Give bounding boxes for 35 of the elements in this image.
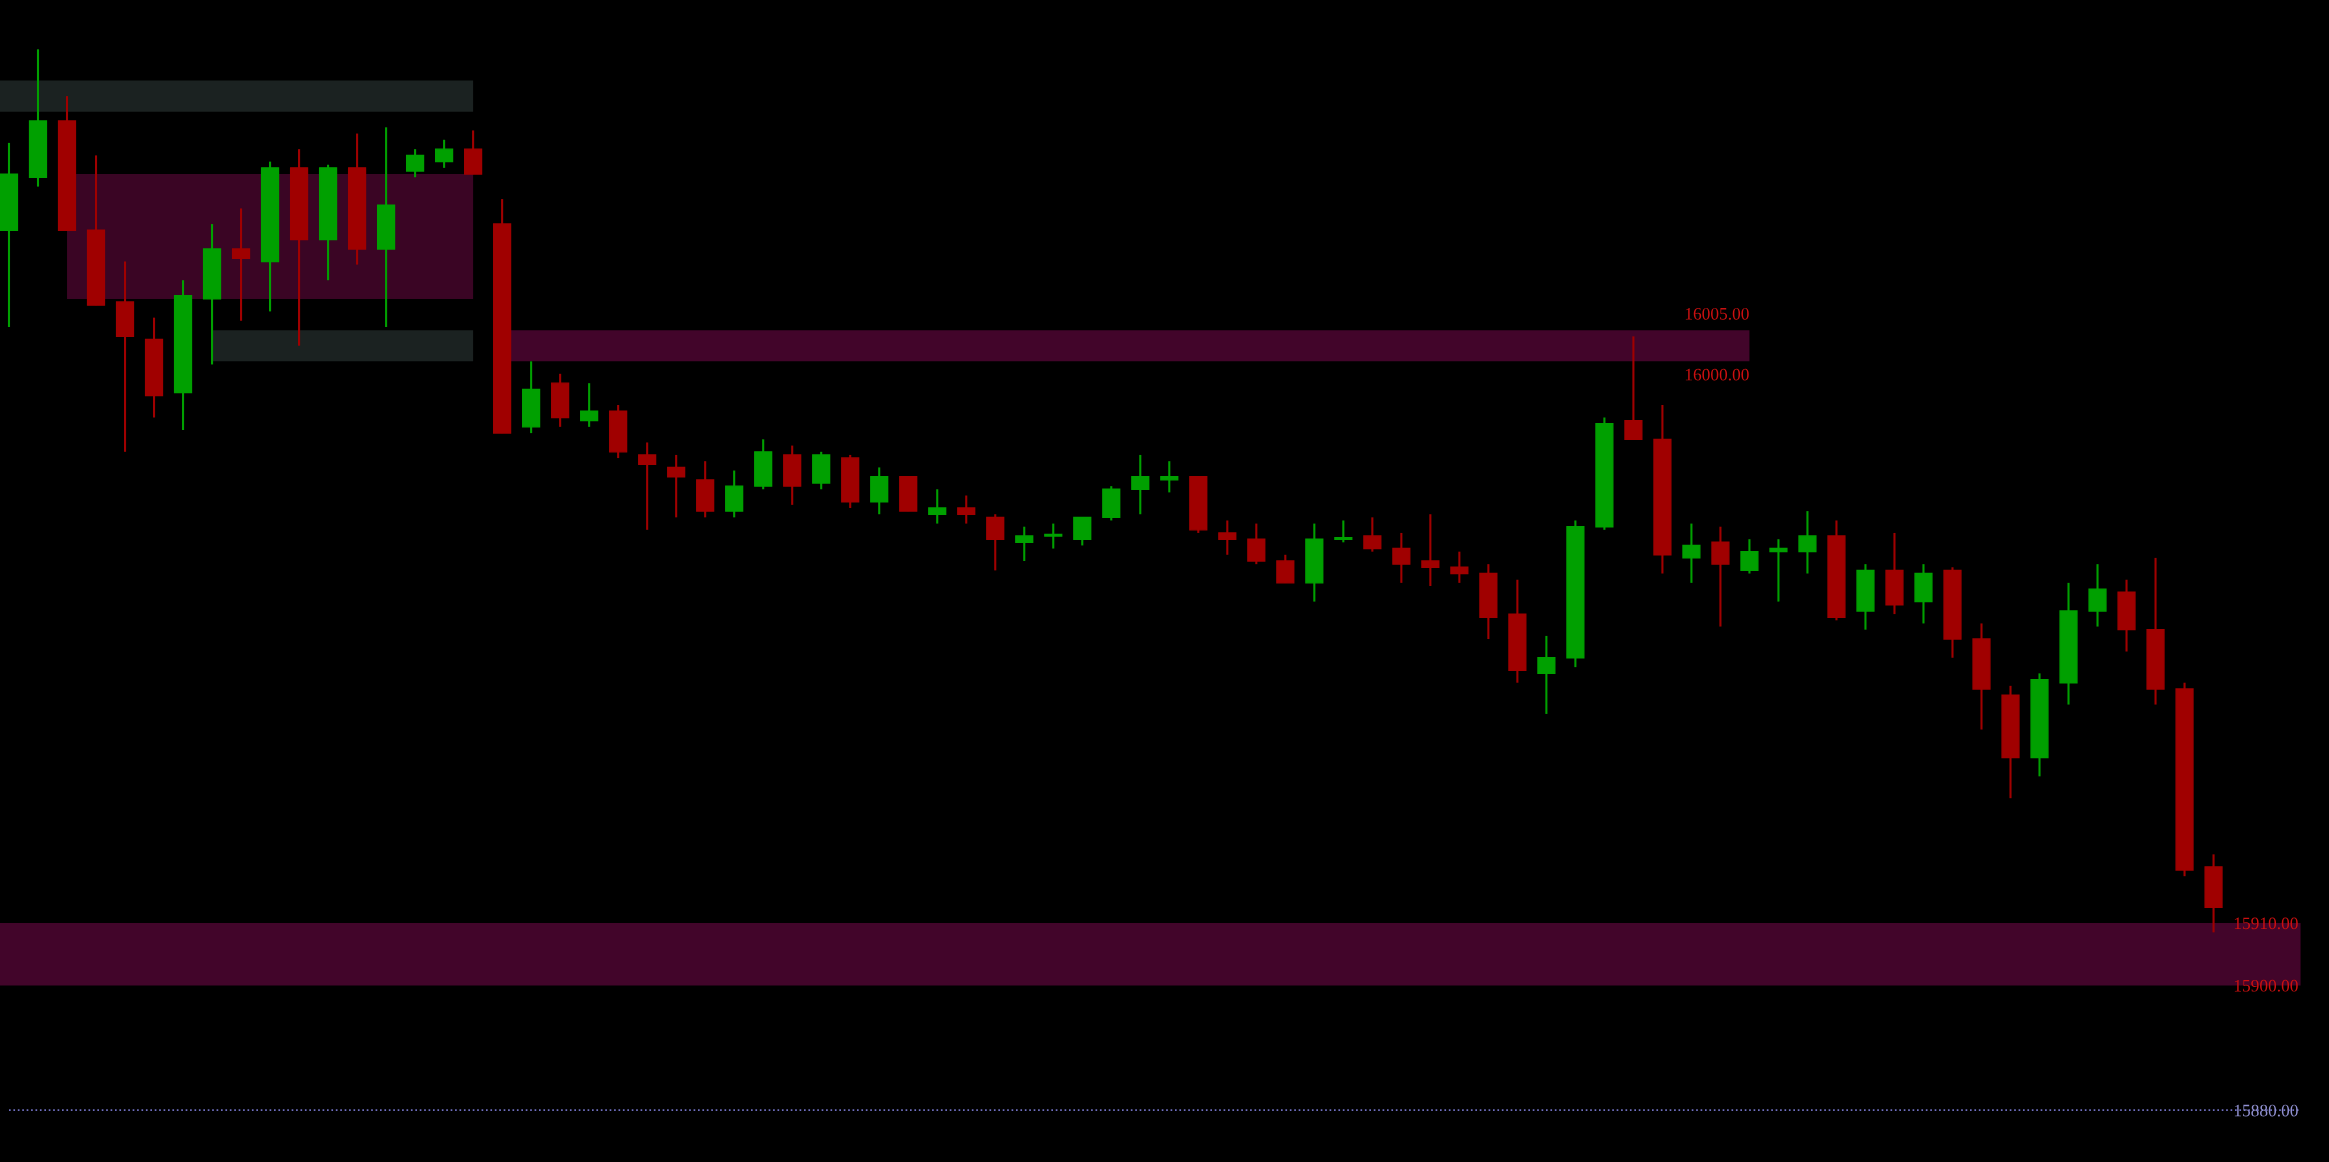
candlestick: [667, 453, 686, 519]
candlestick: [1334, 519, 1353, 544]
candlestick: [231, 207, 251, 322]
candlestick: [1450, 550, 1469, 584]
candlestick: [1798, 510, 1817, 575]
candlestick: [1044, 522, 1063, 550]
candlestick: [1740, 538, 1759, 575]
candlestick: [1711, 525, 1730, 628]
candlestick: [957, 494, 976, 525]
candlestick: [1160, 460, 1179, 494]
candlestick: [1218, 519, 1237, 556]
candlestick: [1537, 634, 1556, 715]
candlestick: [1769, 538, 1788, 603]
candlestick: [1131, 453, 1150, 516]
candlestick: [1682, 522, 1701, 584]
candlestick: [928, 488, 947, 525]
candlestick: [405, 148, 425, 179]
candlestick: [986, 513, 1005, 572]
annotation: 16005.00: [1685, 307, 1749, 320]
candlestick: [2088, 563, 2107, 628]
y-tick-label: 15910.00: [2234, 917, 2298, 930]
y-tick-label: 15900.00: [2234, 979, 2298, 992]
annotation: 16000.00: [1685, 368, 1749, 381]
candlestick: [1392, 531, 1411, 584]
candlestick: [1421, 513, 1440, 588]
candlestick: [1276, 553, 1295, 584]
candlestick: [1073, 516, 1092, 547]
candlestick: [580, 382, 599, 428]
candlestick: [434, 138, 454, 169]
candlestick: [1247, 522, 1266, 566]
candlestick: [1624, 335, 1643, 441]
y-tick-label: 15880.00: [2234, 1104, 2298, 1117]
candlestick: [638, 441, 657, 531]
candlestick: [1015, 525, 1034, 563]
candlestick: [1363, 516, 1382, 553]
